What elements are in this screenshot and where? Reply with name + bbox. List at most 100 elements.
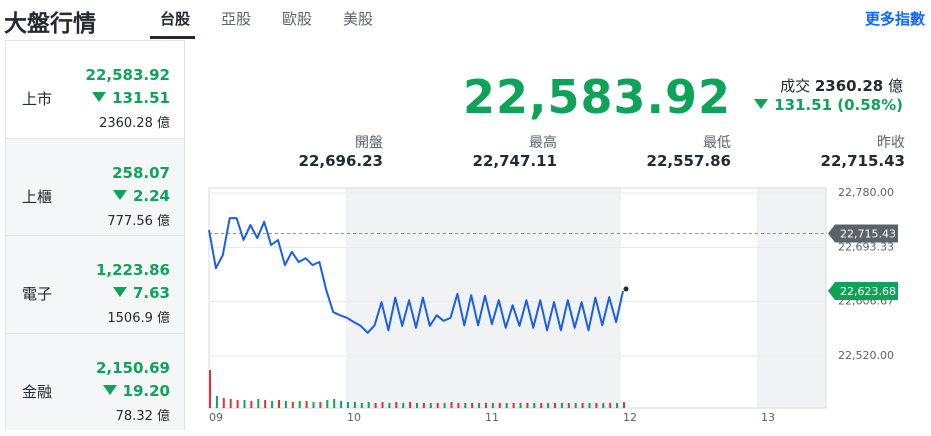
volume-bar	[602, 403, 605, 408]
volume-unit: 億	[887, 77, 903, 95]
stat-value: 22,557.86	[646, 152, 731, 170]
volume-bar	[353, 402, 356, 408]
x-tick-label: 12	[623, 411, 637, 424]
volume-bar	[402, 403, 405, 408]
index-price: 258.07	[112, 163, 170, 182]
index-change: 131.51	[92, 89, 170, 107]
stat-label: 最低	[703, 135, 731, 151]
x-tick-label: 09	[209, 411, 223, 424]
volume-bar	[574, 403, 577, 408]
index-row[interactable]: 電子 1,223.86 7.63 1506.9 億	[6, 235, 184, 333]
volume-bar	[319, 402, 322, 408]
tab[interactable]: 台股	[160, 10, 191, 28]
volume-bar	[416, 403, 418, 408]
volume-bar	[381, 402, 384, 408]
volume-bar	[540, 403, 543, 408]
x-tick-label: 13	[761, 411, 775, 424]
index-volume: 1506.9 億	[107, 311, 170, 326]
volume-bar	[222, 398, 225, 408]
more-link[interactable]: 更多指數	[864, 10, 925, 28]
volume-bar	[291, 402, 294, 408]
volume-label: 成交	[780, 77, 811, 95]
down-arrow	[754, 99, 769, 109]
volume-bar	[367, 402, 370, 408]
index-name: 電子	[22, 285, 53, 303]
volume-bar	[450, 402, 453, 408]
index-price: 2,150.69	[95, 358, 170, 377]
stat-value: 22,715.43	[820, 152, 905, 170]
volume-bar	[519, 403, 522, 408]
change-value: 2.24	[132, 186, 170, 205]
volume-bar	[609, 403, 612, 408]
volume-bar	[215, 396, 218, 408]
volume-bar	[257, 399, 260, 408]
volume-bar	[526, 403, 529, 408]
stat-value: 22,747.11	[472, 152, 557, 170]
stat-label: 昨收	[877, 135, 905, 151]
session-band	[346, 188, 484, 408]
last-badge-label: 22,623.68	[840, 285, 896, 298]
volume-value: 2360.28	[814, 77, 884, 95]
volume-bar	[312, 402, 315, 408]
volume-bar	[422, 403, 425, 408]
volume-bar	[209, 370, 211, 408]
volume-bar	[567, 403, 570, 408]
volume-bar	[264, 400, 267, 408]
volume-bar	[498, 403, 501, 408]
volume-bar	[464, 403, 467, 408]
stat-label: 開盤	[355, 135, 383, 151]
volume-bar	[547, 403, 550, 408]
index-row[interactable]: 上櫃 258.07 2.24 777.56 億	[6, 137, 184, 236]
volume-bar	[278, 400, 280, 408]
volume-bar	[305, 401, 308, 408]
volume-bar	[436, 403, 439, 408]
tab[interactable]: 美股	[343, 10, 374, 28]
index-change: 2.24	[112, 186, 170, 205]
volume-bar	[457, 403, 460, 408]
volume-bar	[298, 401, 301, 408]
volume-bar	[505, 403, 508, 408]
index-row[interactable]: 金融 2,150.69 19.20 78.32 億	[6, 332, 184, 430]
y-tick-label: 22,520.00	[838, 349, 894, 362]
volume-bar	[512, 403, 515, 408]
down-arrow	[92, 92, 107, 102]
volume-bar	[284, 401, 287, 408]
volume-bar	[360, 403, 363, 408]
stat-value: 22,696.23	[298, 152, 383, 170]
down-arrow	[112, 287, 127, 297]
index-change: 19.20	[102, 382, 170, 400]
volume-bar	[374, 403, 377, 408]
tab[interactable]: 亞股	[221, 10, 252, 28]
volume-bar	[471, 403, 474, 408]
plot-frame	[208, 187, 827, 409]
index-change: 7.63	[112, 284, 170, 302]
x-tick-label: 10	[347, 411, 361, 424]
stat-label: 最高	[529, 135, 557, 151]
reference-badge	[828, 224, 898, 243]
index-row[interactable]: 上市 22,583.92 131.51 2360.28 億	[6, 41, 184, 138]
volume-bar	[271, 401, 274, 408]
volume-bar	[623, 402, 625, 408]
volume-bar	[340, 401, 343, 408]
volume-bar	[429, 403, 432, 408]
volume-bar	[395, 402, 398, 408]
y-tick-label: 22,693.33	[838, 240, 894, 253]
last-point	[623, 286, 629, 292]
last-badge	[828, 282, 898, 301]
volume-bar	[236, 400, 239, 408]
page-title: 大盤行情	[4, 11, 96, 37]
index-price: 1,223.86	[95, 261, 170, 279]
index-name: 上櫃	[22, 187, 53, 206]
session-band	[484, 188, 621, 408]
volume-bar	[491, 403, 494, 408]
big-price: 22,583.92	[463, 70, 731, 124]
index-name: 金融	[22, 382, 53, 401]
volume-bar	[485, 403, 487, 408]
volume-bar	[560, 403, 563, 408]
change-value: 7.63	[132, 284, 170, 302]
tab[interactable]: 歐股	[282, 10, 313, 28]
volume-bar	[250, 401, 253, 408]
volume-bar	[588, 403, 591, 408]
